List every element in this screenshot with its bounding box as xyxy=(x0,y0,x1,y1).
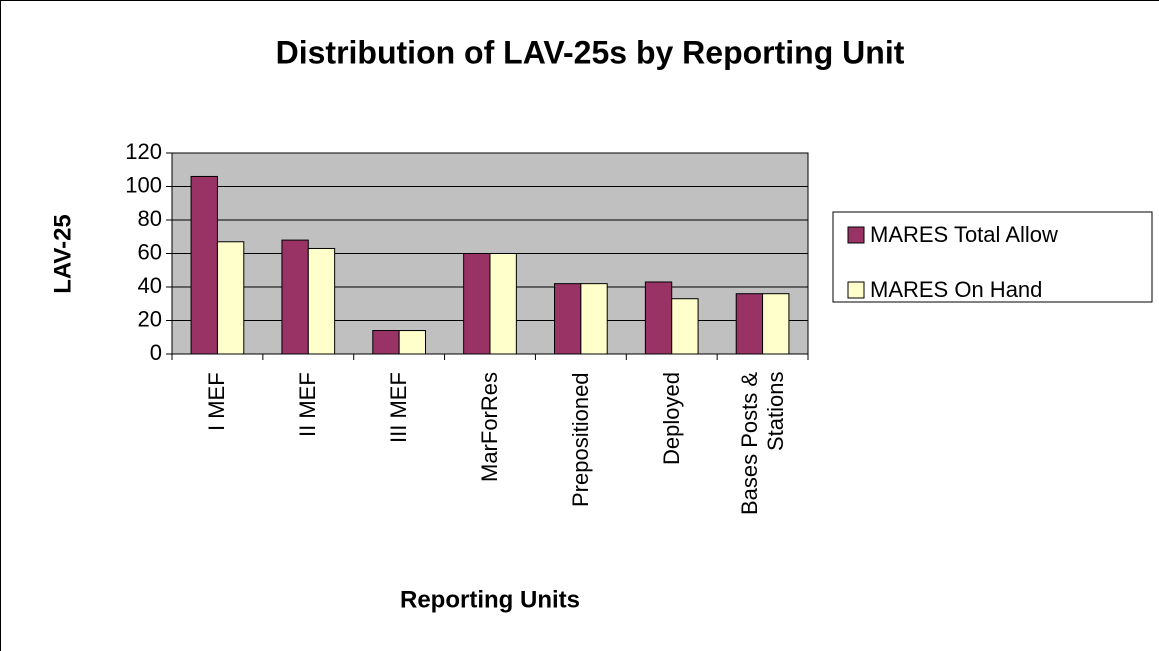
y-tick-label: 60 xyxy=(138,239,162,264)
x-tick-label: MarForRes xyxy=(477,372,502,483)
x-tick-label: Bases Posts & Stations xyxy=(736,372,788,516)
y-tick-label: 80 xyxy=(138,206,162,231)
y-tick-label: 120 xyxy=(125,139,162,164)
bar xyxy=(644,281,673,355)
legend-swatch xyxy=(847,226,865,244)
x-tick-label: Deployed xyxy=(658,372,684,465)
bar xyxy=(580,283,608,355)
bar xyxy=(762,293,790,355)
bar xyxy=(463,253,491,355)
bar xyxy=(671,298,699,355)
x-tick-label: II MEF xyxy=(295,372,321,437)
x-tick-label: III MEF xyxy=(386,372,412,443)
chart-title: Distribution of LAV-25s by Reporting Uni… xyxy=(276,34,905,70)
y-tick-label: 40 xyxy=(138,273,162,298)
legend-label: MARES Total Allow xyxy=(870,222,1058,247)
x-tick-label: Prepositioned xyxy=(567,372,593,507)
bar xyxy=(372,330,400,355)
legend-swatch xyxy=(847,281,865,299)
bar xyxy=(398,330,426,355)
bar xyxy=(554,283,582,355)
legend-box xyxy=(832,211,1153,303)
y-axis-title: LAV-25 xyxy=(49,214,76,294)
legend-label: MARES On Hand xyxy=(870,277,1042,302)
bar xyxy=(216,241,245,355)
x-tick-label: I MEF xyxy=(204,372,230,431)
y-tick-label: 0 xyxy=(150,340,162,365)
x-axis-title: Reporting Units xyxy=(400,586,580,613)
bar xyxy=(281,239,309,355)
y-tick-label: 20 xyxy=(138,306,162,331)
bar xyxy=(307,247,336,355)
bar xyxy=(735,293,764,355)
bar xyxy=(489,253,517,355)
y-tick-label: 100 xyxy=(125,172,162,197)
bar xyxy=(190,175,218,355)
